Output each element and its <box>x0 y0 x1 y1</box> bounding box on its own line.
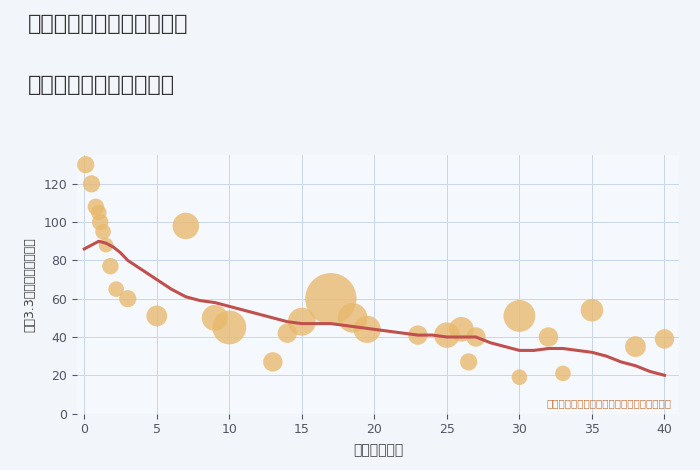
Point <box>557 369 568 377</box>
Point <box>361 326 372 333</box>
Point <box>224 324 235 331</box>
Point <box>105 262 116 270</box>
Point <box>180 222 191 230</box>
Point <box>456 326 467 333</box>
Point <box>93 209 104 216</box>
Text: 三重県桑名市多度町猪飼の: 三重県桑名市多度町猪飼の <box>28 14 188 34</box>
Point <box>267 358 279 366</box>
X-axis label: 築年数（年）: 築年数（年） <box>353 443 403 457</box>
Point <box>326 295 337 303</box>
Point <box>514 374 525 381</box>
Point <box>587 306 598 314</box>
Point <box>441 331 452 339</box>
Point <box>463 358 475 366</box>
Point <box>296 318 307 325</box>
Point <box>80 161 91 168</box>
Point <box>94 219 106 226</box>
Point <box>412 331 423 339</box>
Point <box>347 314 358 321</box>
Point <box>122 295 134 303</box>
Point <box>151 312 162 320</box>
Point <box>90 203 101 211</box>
Point <box>97 228 108 235</box>
Point <box>86 180 97 188</box>
Text: 円の大きさは、取引のあった物件面積を示す: 円の大きさは、取引のあった物件面積を示す <box>547 398 672 408</box>
Point <box>630 343 641 350</box>
Point <box>281 329 293 337</box>
Point <box>100 241 111 249</box>
Point <box>111 285 122 293</box>
Text: 築年数別中古戸建て価格: 築年数別中古戸建て価格 <box>28 75 175 95</box>
Point <box>470 333 482 341</box>
Y-axis label: 坪（3.3㎡）単価（万円）: 坪（3.3㎡）単価（万円） <box>24 237 36 332</box>
Point <box>514 312 525 320</box>
Point <box>209 314 220 321</box>
Point <box>542 333 554 341</box>
Point <box>659 335 670 343</box>
